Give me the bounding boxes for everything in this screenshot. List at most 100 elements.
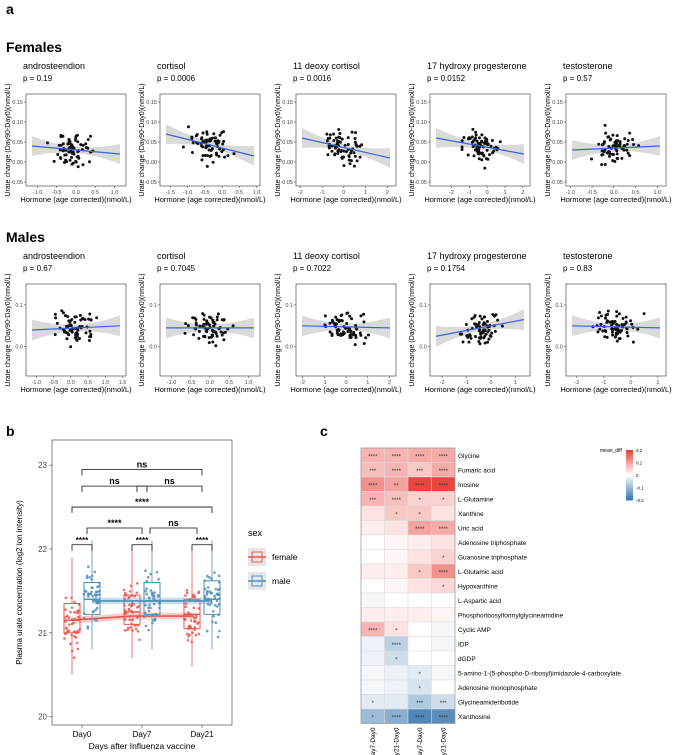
jitter-point: [144, 589, 147, 593]
significance-bracket: [131, 544, 153, 551]
colorbar-segment: [626, 496, 633, 499]
jitter-point: [191, 614, 195, 618]
heatmap-cell: [360, 679, 385, 695]
y-tick-label: 0.10: [416, 120, 427, 126]
data-point: [345, 322, 349, 326]
data-point: [460, 145, 464, 149]
x-tick-label: -2: [440, 380, 445, 386]
jitter-point: [213, 604, 217, 607]
data-point: [615, 310, 619, 314]
significance-bracket: [81, 485, 148, 493]
data-point: [190, 136, 194, 140]
data-point: [86, 146, 90, 150]
significance-stars: ****: [415, 527, 425, 533]
x-tick-label: 1.0: [245, 380, 253, 386]
data-point: [466, 153, 470, 157]
y-tick-label: 0.15: [416, 100, 427, 106]
data-point: [599, 322, 603, 326]
data-point: [81, 163, 85, 167]
legend-label: male: [272, 576, 291, 586]
x-tick-label: -2: [449, 190, 454, 196]
row-label: Uric acid: [458, 525, 484, 532]
data-point: [610, 330, 614, 334]
x-tick-label: 0.0: [72, 190, 80, 196]
y-tick-label: -0.05: [414, 180, 427, 186]
data-point: [66, 142, 70, 146]
data-point: [73, 138, 77, 142]
x-tick-label: -1: [601, 380, 606, 386]
data-point: [215, 334, 219, 338]
significance-bracket: [81, 468, 203, 476]
data-point: [325, 132, 329, 136]
data-point: [613, 142, 617, 146]
data-point: [607, 135, 611, 139]
jitter-point: [142, 615, 146, 619]
data-point: [205, 130, 209, 134]
data-point: [89, 332, 93, 336]
colorbar-segment: [626, 456, 633, 459]
data-point: [615, 149, 619, 153]
y-tick-label: 0.1: [419, 303, 427, 309]
data-point: [207, 336, 211, 340]
significance-stars: *: [395, 657, 398, 663]
data-point: [611, 144, 615, 148]
significance-label: ****: [107, 518, 122, 528]
x-tick-label: 0.0: [218, 190, 226, 196]
jitter-point: [91, 586, 94, 589]
colorbar-segment: [626, 476, 633, 479]
significance-stars: ****: [368, 483, 378, 489]
data-point: [473, 334, 477, 338]
significance-label: ns: [109, 476, 120, 486]
data-point: [486, 340, 490, 344]
colorbar-segment: [626, 486, 633, 489]
y-tick-label: 0.00: [552, 160, 563, 166]
data-point: [610, 327, 614, 331]
row-label: Hypoxanthine: [458, 583, 498, 590]
heatmap-cell: [384, 679, 409, 695]
column-label: Male_Day7-Day0: [370, 727, 377, 755]
data-point: [350, 317, 354, 321]
jitter-point: [136, 582, 139, 585]
jitter-point: [152, 597, 155, 601]
significance-stars: ****: [415, 715, 425, 721]
data-point: [458, 332, 462, 336]
data-point: [232, 152, 236, 156]
hormone-title: cortisol: [157, 61, 186, 71]
jitter-point: [95, 619, 98, 622]
data-point: [197, 336, 201, 340]
significance-stars: ****: [415, 454, 425, 460]
colorbar-segment: [626, 498, 633, 501]
jitter-point: [130, 603, 134, 607]
x-tick-label: -0.5: [49, 380, 58, 386]
data-point: [477, 136, 481, 140]
jitter-point: [194, 633, 198, 637]
data-point: [219, 330, 223, 334]
data-point: [340, 155, 344, 159]
data-point: [624, 320, 628, 324]
jitter-point: [93, 570, 97, 574]
y-tick-label: 0.05: [552, 140, 563, 146]
data-point: [366, 333, 370, 337]
data-point: [83, 318, 87, 322]
jitter-point: [67, 616, 71, 619]
data-point: [353, 343, 357, 347]
jitter-point: [197, 590, 201, 594]
heatmap-cell: [431, 650, 456, 666]
data-point: [63, 153, 67, 157]
x-tick-label: 0.0: [67, 380, 75, 386]
jitter-point: [70, 622, 74, 626]
data-point: [207, 341, 211, 345]
data-point: [217, 154, 221, 158]
jitter-point: [87, 565, 90, 569]
heatmap-cell: [360, 578, 385, 594]
data-point: [342, 331, 346, 335]
data-point: [332, 132, 336, 136]
jitter-point: [92, 610, 95, 613]
jitter-point: [70, 606, 74, 609]
data-point: [607, 154, 611, 158]
data-point: [602, 141, 606, 145]
colorbar-segment: [626, 458, 633, 461]
data-point: [344, 150, 348, 154]
x-tick-label: -0.5: [52, 190, 61, 196]
